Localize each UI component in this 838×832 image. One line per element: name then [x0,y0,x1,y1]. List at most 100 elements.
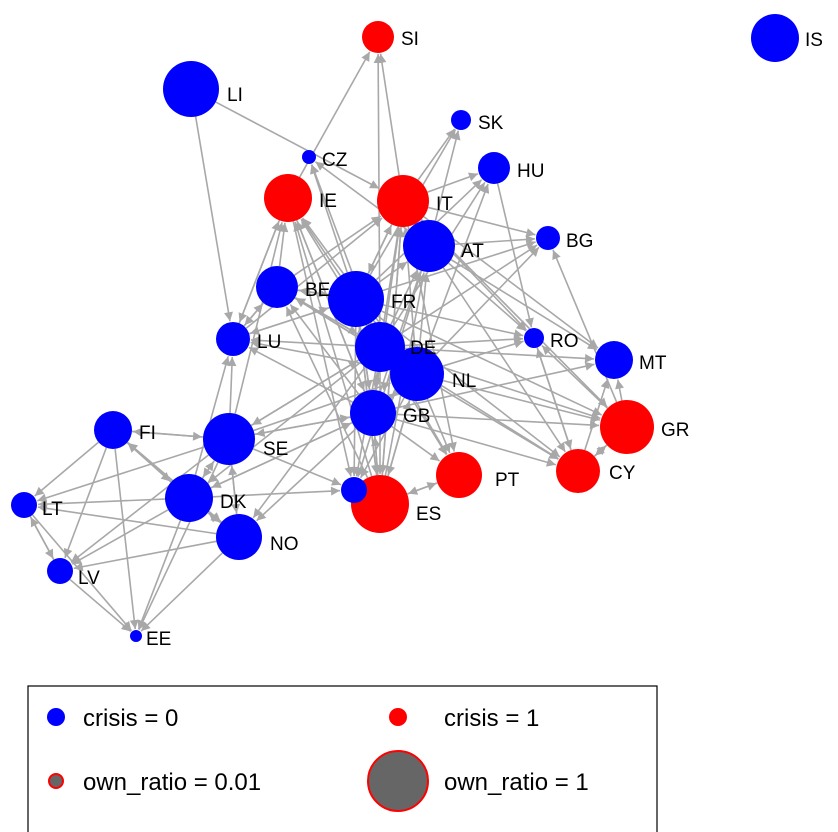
node-label-de: DE [410,338,436,359]
legend-box [27,685,658,832]
node-label-ro: RO [550,331,579,352]
edge-de-se [251,359,360,426]
edge-it-fr [367,224,393,274]
node-bg [536,226,560,250]
node-se [203,413,255,465]
node-label-no: NO [270,534,299,555]
edge-fi-lt [34,441,99,497]
node-ro [524,328,544,348]
edge-de-bg [400,244,538,335]
edge-it-si [377,53,400,176]
node-it [377,175,429,227]
legend-own-ratio-small-label: own_ratio = 0.01 [83,769,261,796]
node-lv [47,558,73,584]
node-label-it: IT [436,194,453,215]
node-label-li: LI [227,85,243,106]
edge-at-bg [454,234,536,246]
labels-layer: IS SI LI SK CZ HU IE IT BG AT BE FR LU RO DE MT NL GB GR FI… [42,29,823,650]
edge-nl-ro [442,339,524,367]
node-label-gr: GR [661,420,690,441]
node-label-sk: SK [478,113,504,134]
edge-fi-ee [114,448,139,630]
edge-dk-no [207,512,221,523]
edge-pt-es [407,482,438,495]
node-lu [216,322,250,356]
edge-gb-no [256,428,357,522]
edge-fr-bg [382,240,536,292]
node-label-fi: FI [139,423,156,444]
node-at [403,220,455,272]
edge-fr-cz [310,164,348,273]
edges-layer [29,51,624,633]
edge-de-ro [404,334,524,347]
legend: crisis = 0 crisis = 1 own_ratio = 0.01 o… [27,685,658,832]
node-mt [595,341,633,379]
edge-es-ie [293,221,373,477]
edge-nl-cy [439,387,559,460]
edge-se-lt [37,446,205,503]
edge-fi-lv [63,447,108,559]
legend-crisis-0-label: crisis = 0 [83,705,178,732]
node-label-at: AT [461,241,484,262]
edge-it-hu [427,172,479,193]
node-label-hu: HU [517,161,544,182]
node-label-be: BE [305,280,330,301]
node-label-ee: EE [146,629,171,650]
edge-be-fr [297,288,328,298]
edge-ro-cy [536,347,573,450]
node-ie [264,174,312,222]
edge-li-it [215,101,380,190]
edge-gb-dk [211,421,353,489]
edge-fi-se [131,430,203,441]
node-label-lv: LV [78,568,100,589]
node-label-si: SI [401,29,419,50]
legend-crisis-0-marker [47,708,65,726]
node-ee [130,630,142,642]
node-label-se: SE [263,439,288,460]
edge-dk-ee [137,520,182,630]
node-li [163,61,219,117]
node-label-lu: LU [257,332,281,353]
node-label-lt: LT [42,499,63,520]
node-label-cz: CZ [322,150,348,171]
edge-lt-lv [29,516,54,560]
edge-lu-it [245,217,383,329]
edge-be-it [293,215,382,276]
node-label-mt: MT [639,353,667,374]
edge-ie-pl [292,221,354,477]
legend-own-ratio-large-label: own_ratio = 1 [444,769,589,796]
node-dk [165,474,213,522]
node-label-pt: PT [495,470,520,491]
node-sk [451,110,471,130]
edge-gb-se [255,416,351,438]
node-label-gb: GB [403,406,430,427]
node-label-cy: CY [609,463,636,484]
edge-nl-es [386,399,411,476]
node-nl [390,347,444,401]
legend-own-ratio-small-marker [48,773,64,789]
edge-fr-at [378,261,408,284]
edge-fr-ro [383,304,524,339]
edge-dk-lt [37,498,166,509]
edge-lt-ee [31,514,133,632]
edge-dk-lu [194,356,231,476]
edge-gb-lu [248,346,354,403]
node-gr [600,400,654,454]
edge-se-dk [202,460,216,478]
edge-gb-at [379,271,422,392]
edge-li-lu [194,116,233,322]
edge-gr-cy [594,444,608,457]
edge-nl-bg [435,246,540,356]
node-fi [94,411,132,449]
edge-se-no [230,464,241,514]
legend-crisis-1-label: crisis = 1 [444,705,539,732]
node-label-nl: NL [452,371,476,392]
edge-de-lu [250,335,356,347]
edge-nl-pl [359,397,405,479]
edge-hu-ro [496,183,534,328]
node-label-is: IS [805,30,823,51]
edge-dk-lv [71,509,169,565]
edge-de-at [390,269,418,325]
node-label-fr: FR [391,292,416,313]
edge-fr-cy [377,315,561,458]
